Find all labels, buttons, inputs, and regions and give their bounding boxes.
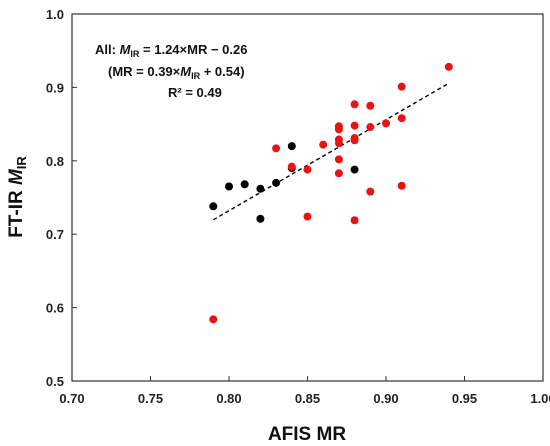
black-data-point (287, 142, 296, 151)
x-tick-label: 0.80 (216, 391, 241, 406)
red-data-point (334, 155, 343, 164)
x-tick-label: 0.70 (59, 391, 84, 406)
red-data-point (272, 144, 281, 153)
red-data-point (303, 212, 312, 221)
annotation-line-3: R² = 0.49 (168, 85, 222, 100)
black-data-point (272, 178, 281, 187)
y-tick-label: 0.9 (46, 80, 64, 95)
red-data-point (350, 100, 359, 109)
red-data-point (350, 121, 359, 130)
data-points (209, 62, 453, 324)
black-data-point (209, 202, 218, 211)
red-data-point (334, 169, 343, 178)
x-axis-title: AFIS MR (268, 424, 346, 445)
x-tick-label: 0.75 (138, 391, 163, 406)
red-data-point (397, 114, 406, 123)
red-data-point (334, 125, 343, 134)
annotation-line-1: All: MIR = 1.24×MR − 0.26 (95, 42, 247, 59)
black-data-point (225, 182, 233, 191)
regression-line (212, 82, 450, 221)
red-data-point (366, 187, 375, 196)
x-tick-label: 0.95 (452, 391, 477, 406)
x-tick-label: 1.00 (530, 391, 550, 406)
annotation-line-2: (MR = 0.39×MIR + 0.54) (108, 64, 245, 81)
red-data-point (366, 101, 375, 110)
y-axis: 0.5 0.6 0.7 0.8 0.9 1.0 (46, 7, 77, 389)
y-tick-label: 0.8 (46, 154, 64, 169)
black-data-point (256, 184, 265, 193)
red-data-point (350, 136, 359, 145)
x-tick-label: 0.90 (373, 391, 398, 406)
red-data-point (350, 216, 359, 225)
red-data-point (366, 123, 375, 132)
y-tick-label: 0.6 (46, 301, 64, 316)
y-axis-title: FT-IR MIR (6, 156, 29, 238)
black-data-point (350, 165, 359, 174)
red-data-point (382, 119, 390, 128)
y-tick-label: 1.0 (46, 7, 64, 22)
red-data-point (334, 139, 343, 148)
red-data-point (303, 165, 312, 174)
red-data-point (209, 315, 218, 324)
red-data-point (397, 82, 406, 91)
black-data-point (256, 214, 265, 223)
black-data-point (240, 180, 249, 189)
red-data-point (287, 162, 296, 171)
red-data-point (319, 140, 328, 149)
x-tick-label: 0.85 (295, 391, 320, 406)
y-tick-label: 0.7 (46, 227, 64, 242)
y-tick-label: 0.5 (46, 374, 64, 389)
x-axis: 0.70 0.75 0.80 0.85 0.90 0.95 1.00 (59, 376, 550, 406)
red-data-point (397, 181, 406, 190)
red-data-point (444, 62, 453, 71)
